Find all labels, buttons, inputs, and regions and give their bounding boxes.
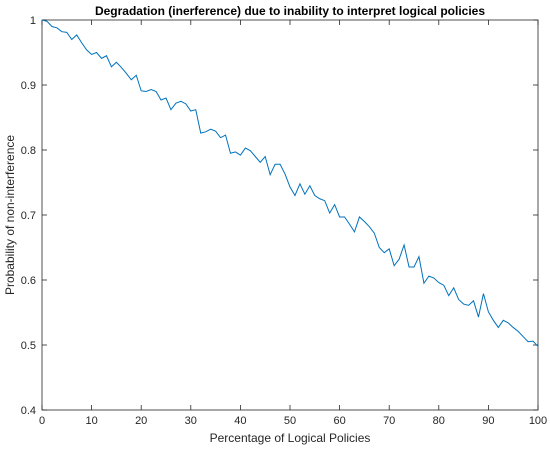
x-tick-label: 80: [433, 415, 445, 427]
x-tick-label: 70: [383, 415, 395, 427]
x-tick-label: 0: [39, 415, 45, 427]
x-tick-label: 90: [482, 415, 494, 427]
axis-ticks: 0 10 20 30 40 50 60 70 80 90 100 0.4 0.5 0.6 0.7 0.8 0.9…: [21, 15, 547, 427]
x-tick-label: 20: [135, 415, 147, 427]
y-tick-label: 0.6: [21, 275, 36, 287]
y-tick-label: 0.8: [21, 145, 36, 157]
y-tick-label: 1: [30, 15, 36, 27]
y-axis-label: Probability of non-interference: [3, 135, 17, 295]
y-tick-label: 0.9: [21, 80, 36, 92]
x-tick-label: 100: [529, 415, 547, 427]
series-line: [41, 19, 539, 347]
y-tick-label: 0.7: [21, 210, 36, 222]
x-tick-label: 60: [333, 415, 345, 427]
x-tick-label: 30: [185, 415, 197, 427]
chart-title: Degradation (inerference) due to inabili…: [95, 4, 485, 18]
x-tick-label: 10: [85, 415, 97, 427]
y-tick-label: 0.4: [21, 405, 36, 417]
plot-area-frame: [41, 19, 539, 411]
x-axis-label: Percentage of Logical Policies: [210, 431, 371, 445]
y-tick-label: 0.5: [21, 340, 36, 352]
x-tick-label: 50: [284, 415, 296, 427]
x-tick-label: 40: [234, 415, 246, 427]
